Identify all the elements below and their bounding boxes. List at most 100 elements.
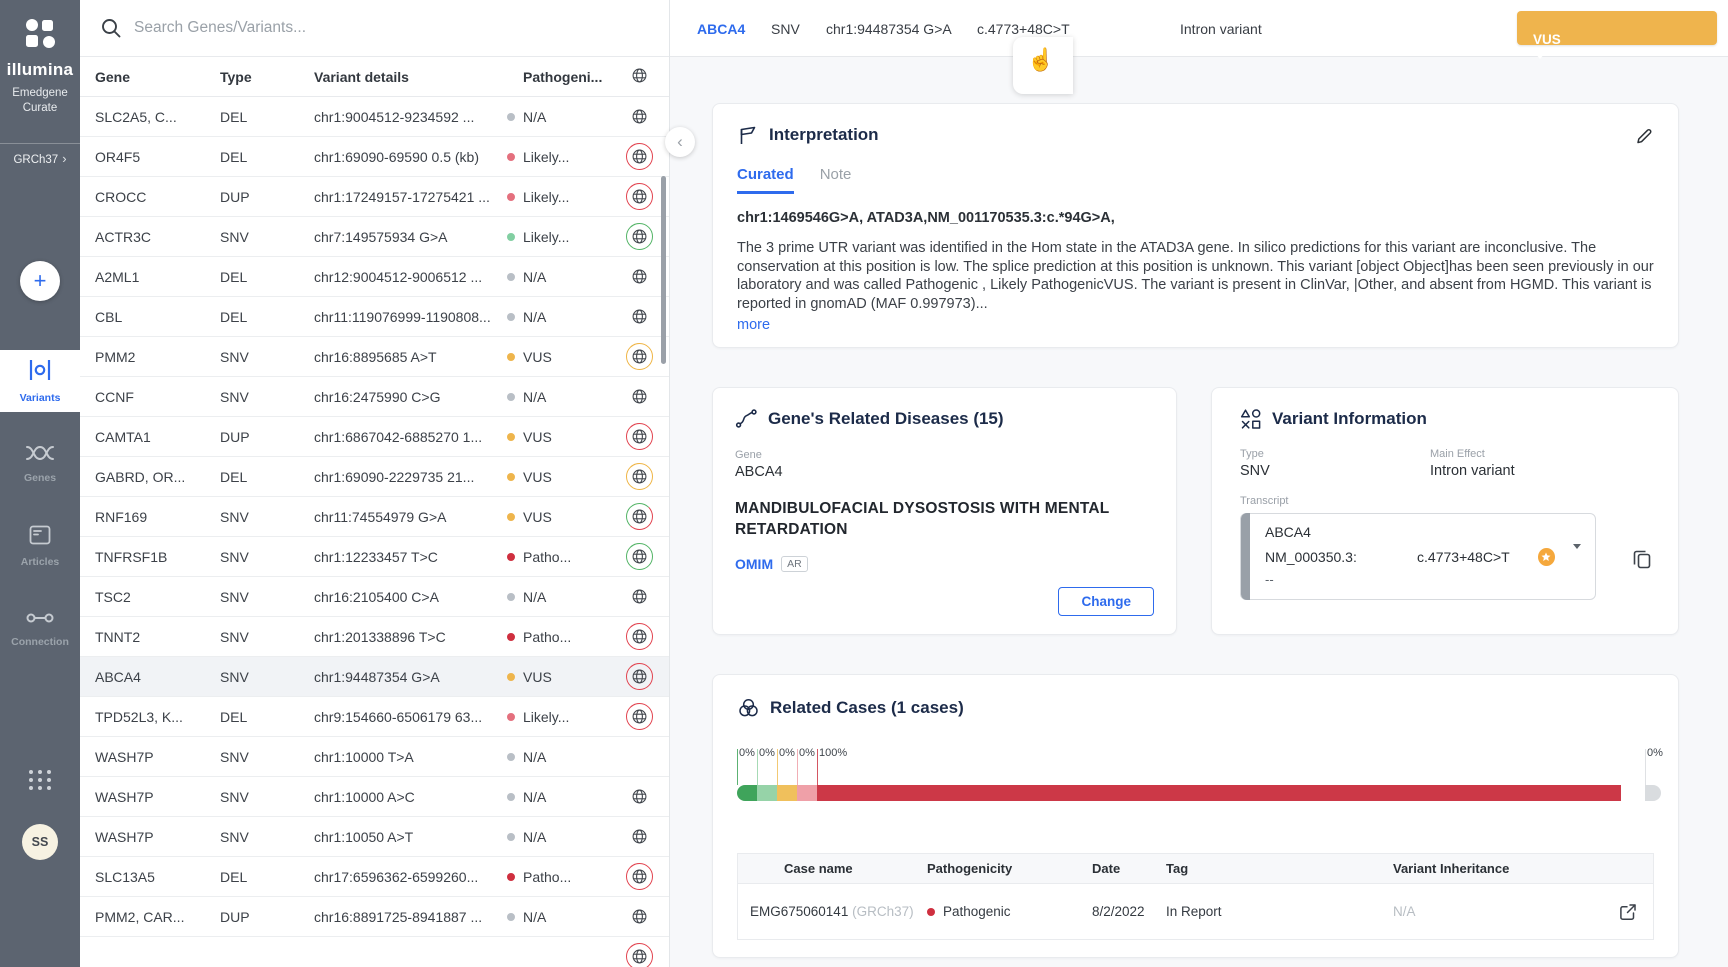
community-globe-button[interactable]	[625, 943, 653, 967]
variant-table-row[interactable]: SLC13A5 DEL chr17:6596362-6599260... Patho.…	[80, 857, 669, 897]
community-globe-button[interactable]	[625, 343, 653, 370]
cell-type: SNV	[220, 508, 249, 525]
cell-details: chr16:2105400 C>A	[314, 588, 439, 605]
cell-gene: ABCA4	[95, 668, 141, 685]
community-globe-button[interactable]	[625, 183, 653, 210]
variant-table-row[interactable]: RNF169 SNV chr11:74554979 G>A VUS	[80, 497, 669, 537]
pathogenicity-label: Patho...	[523, 548, 572, 565]
variant-table-row[interactable]: GABRD, OR... DEL chr1:69090-2229735 21... V…	[80, 457, 669, 497]
variant-table-row[interactable]: CCNF SNV chr16:2475990 C>G N/A	[80, 377, 669, 417]
variant-table-row[interactable]: TPD52L3, K... DEL chr9:154660-6506179 63..…	[80, 697, 669, 737]
classification-button[interactable]: VUS	[1517, 11, 1717, 59]
variant-table-row[interactable]: ABCA4 SNV chr1:94487354 G>A VUS	[80, 657, 669, 697]
variant-table-row[interactable]: OR4F5 DEL chr1:69090-69590 0.5 (kb) Likely.…	[80, 137, 669, 177]
sidebar-item-variants[interactable]: Variants	[0, 350, 80, 412]
app-grid-icon[interactable]	[26, 768, 54, 792]
cell-globe	[619, 103, 659, 130]
variant-table-row[interactable]: WASH7P SNV chr1:10000 A>C N/A	[80, 777, 669, 817]
community-globe-button[interactable]	[626, 103, 653, 130]
add-button[interactable]: +	[20, 261, 60, 301]
globe-icon	[632, 949, 646, 964]
variant-table-row[interactable]: WASH7P SNV chr1:10000 T>A N/A	[80, 737, 669, 777]
sidebar-item-genes[interactable]: Genes	[0, 436, 80, 484]
pathogenicity-label: N/A	[523, 788, 547, 805]
variant-table-row[interactable]: CAMTA1 DUP chr1:6867042-6885270 1... VUS	[80, 417, 669, 457]
cell-globe	[619, 183, 659, 210]
community-globe-button[interactable]	[625, 663, 653, 690]
variant-table-row[interactable]: TSC2 SNV chr16:2105400 C>A N/A	[80, 577, 669, 617]
community-globe-button[interactable]	[626, 263, 653, 290]
cell-pathogenicity: Patho...	[507, 869, 619, 885]
community-globe-button[interactable]	[625, 463, 653, 490]
omim-link[interactable]: OMIM	[735, 556, 774, 572]
variant-table-row[interactable]: ACTR3C SNV chr7:149575934 G>A Likely...	[80, 217, 669, 257]
table-scrollbar[interactable]	[661, 176, 666, 364]
bar-percent-label: 0%	[779, 747, 795, 759]
open-case-button[interactable]	[1573, 903, 1653, 921]
community-globe-button[interactable]	[625, 503, 653, 530]
community-globe-button[interactable]	[625, 143, 653, 170]
cell-globe	[619, 623, 659, 650]
sidebar-item-connection[interactable]: Connection	[0, 602, 80, 648]
variant-table-row[interactable]: SLC2A5, C... DEL chr1:9004512-9234592 ... N…	[80, 97, 669, 137]
community-globe-button[interactable]	[626, 583, 653, 610]
search-input[interactable]	[134, 19, 554, 37]
cell-globe	[619, 583, 659, 610]
cell-pathogenicity: Patho...	[507, 629, 619, 645]
copy-transcript-button[interactable]	[1632, 548, 1652, 575]
cell-globe	[619, 423, 659, 450]
community-globe-button[interactable]	[626, 303, 653, 330]
genome-build-selector[interactable]: GRCh37 ›	[13, 151, 67, 166]
globe-icon	[632, 349, 646, 364]
pathogenicity-label: Likely...	[523, 708, 570, 725]
community-globe-button[interactable]	[625, 703, 653, 730]
community-globe-button[interactable]	[625, 623, 653, 650]
user-avatar[interactable]: SS	[22, 824, 58, 860]
tab-curated[interactable]: Curated	[737, 166, 794, 194]
variant-table-row[interactable]: CROCC DUP chr1:17249157-17275421 ... Likely…	[80, 177, 669, 217]
globe-icon	[632, 669, 646, 684]
variant-table-row[interactable]: PMM2 SNV chr16:8895685 A>T VUS	[80, 337, 669, 377]
canonical-star-icon[interactable]	[1537, 548, 1555, 566]
header-gene-link[interactable]: ABCA4	[697, 21, 746, 37]
collapse-panel-button[interactable]: ‹	[665, 127, 695, 157]
cell-pathogenicity: Likely...	[507, 189, 619, 205]
transcript-hgvs: c.4773+48C>T	[1417, 549, 1510, 565]
tour-hint-button[interactable]: ☝	[1013, 37, 1073, 94]
variant-table-row[interactable]: TNNT2 SNV chr1:201338896 T>C Patho...	[80, 617, 669, 657]
case-row[interactable]: EMG675060141 (GRCh37) Pathogenic 8/2/202…	[738, 884, 1653, 939]
tab-note[interactable]: Note	[819, 166, 852, 183]
cell-details: chr11:74554979 G>A	[314, 508, 447, 525]
variant-info-card: Variant Information Type SNV Main Effect…	[1211, 387, 1679, 635]
community-globe-button[interactable]	[625, 223, 653, 250]
variant-table-row[interactable]: TNFRSF1B SNV chr1:12233457 T>C Patho...	[80, 537, 669, 577]
variant-table-row[interactable]: WASH7P SNV chr1:10050 A>T N/A	[80, 817, 669, 857]
edit-interpretation-button[interactable]	[1634, 126, 1654, 151]
cell-details: chr12:9004512-9006512 ...	[314, 268, 483, 285]
cell-gene: ACTR3C	[95, 228, 152, 245]
variant-table-row[interactable]: CBL DEL chr11:119076999-1190808... N/A	[80, 297, 669, 337]
interpretation-tabs: Curated Note	[737, 166, 1654, 194]
cell-type: DEL	[220, 708, 248, 725]
variant-table-row[interactable]: A2ML1 DEL chr12:9004512-9006512 ... N/A	[80, 257, 669, 297]
cell-type: SNV	[220, 588, 249, 605]
variant-detail-header: ABCA4 SNV chr1:94487354 G>A c.4773+48C>T…	[670, 0, 1728, 59]
transcript-dropdown[interactable]	[1573, 544, 1581, 565]
change-disease-button[interactable]: Change	[1058, 587, 1154, 616]
more-link[interactable]: more	[737, 317, 771, 333]
community-globe-button[interactable]	[626, 783, 653, 810]
transcript-box[interactable]: ABCA4 NM_000350.3: c.4773+48C>T --	[1240, 513, 1596, 600]
community-globe-button[interactable]	[625, 543, 653, 570]
community-globe-button[interactable]	[626, 903, 653, 930]
community-globe-button[interactable]	[626, 383, 653, 410]
cell-details: chr1:10050 A>T	[314, 828, 414, 845]
variant-table-row[interactable]	[80, 937, 669, 967]
bar-segment	[757, 785, 777, 801]
community-globe-button[interactable]	[625, 423, 653, 450]
bar-tick-line	[757, 749, 758, 785]
variant-table-row[interactable]: PMM2, CAR... DUP chr16:8891725-8941887 ...…	[80, 897, 669, 937]
pathogenicity-dot	[507, 592, 515, 601]
sidebar-item-articles[interactable]: Articles	[0, 516, 80, 568]
community-globe-button[interactable]	[626, 823, 653, 850]
community-globe-button[interactable]	[625, 863, 653, 890]
